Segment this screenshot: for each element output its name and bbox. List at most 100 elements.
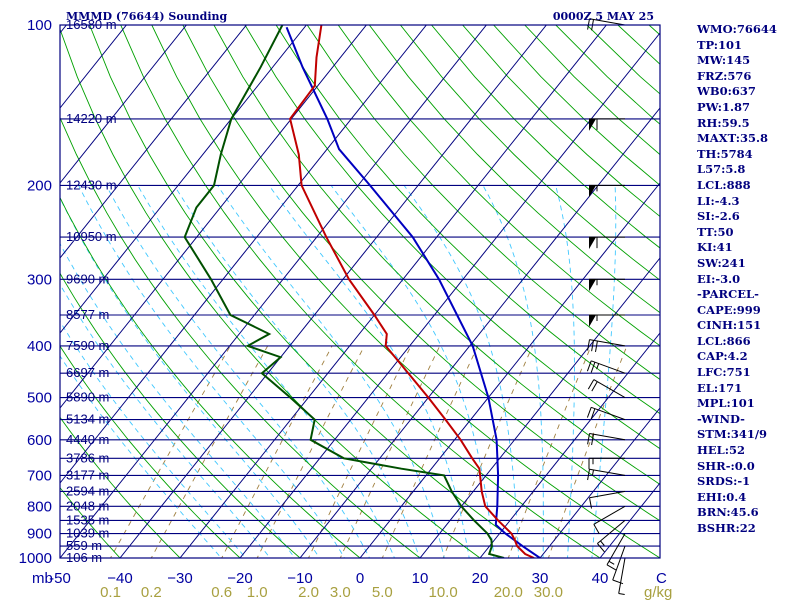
pressure-tick-label: 800	[27, 498, 52, 515]
wind-barb	[589, 118, 625, 131]
temperature-trace	[289, 25, 535, 558]
index-line: BSHR:22	[697, 521, 756, 535]
wind-barb	[586, 406, 626, 421]
isotherm-line	[179, 25, 607, 558]
moist-adiabat-line	[555, 185, 575, 558]
height-label: 1039 m	[66, 526, 109, 541]
index-line: LFC:751	[697, 365, 751, 380]
wind-barb	[589, 490, 626, 509]
index-line: MAXT:35.8	[697, 131, 768, 146]
wind-barb	[618, 557, 626, 595]
plot-frame	[59, 24, 661, 559]
wind-barb	[588, 457, 625, 470]
height-label: 2594 m	[66, 483, 109, 498]
height-label: 6697 m	[66, 365, 109, 380]
moist-adiabat-line	[60, 242, 296, 558]
isotherm-line	[60, 25, 427, 484]
moist-adiabat-line	[217, 185, 445, 558]
index-line: EHI:0.4	[697, 489, 747, 504]
mixing-ratio-line	[507, 345, 592, 558]
index-line: CAPE:999	[697, 302, 761, 317]
temperature-tick-label: −30	[167, 570, 192, 587]
temperature-tick-label: 20	[472, 570, 489, 587]
moist-adiabat-line	[174, 185, 420, 558]
height-label: 2048 m	[66, 498, 109, 513]
wind-barb	[586, 360, 626, 374]
mixing-ratio-tick-label: 3.0	[330, 584, 351, 600]
wind-barb	[612, 545, 626, 585]
mixing-ratio-tick-label: 30.0	[534, 584, 563, 600]
wind-barb	[589, 236, 625, 250]
dry-adiabat-line	[213, 25, 660, 485]
mixing-ratio-tick-label: 0.6	[211, 584, 232, 600]
index-line: CINH:151	[697, 318, 762, 333]
index-line: HEL:52	[697, 443, 745, 458]
wind-barb	[587, 468, 626, 481]
pressure-tick-label: 900	[27, 526, 52, 543]
moist-adiabat-line	[330, 185, 495, 558]
isotherm-line	[60, 25, 187, 184]
profiles	[183, 25, 541, 558]
index-line: RH:59.5	[697, 115, 750, 130]
mixing-ratio-line	[339, 345, 441, 558]
index-line: LI:-4.3	[697, 193, 740, 208]
height-label: 1535 m	[66, 512, 109, 527]
isotherm-line	[479, 332, 660, 558]
isotherm-line	[299, 107, 660, 558]
mixing-ratio-unit-label: g/kg	[644, 584, 672, 600]
mixing-ratio-tick-label: 1.0	[247, 584, 268, 600]
index-line: -WIND-	[697, 411, 745, 426]
index-line: EL:171	[697, 380, 743, 395]
temperature-tick-label: −20	[227, 570, 252, 587]
moist-adiabat-line	[268, 185, 470, 558]
isotherm-line	[419, 257, 660, 558]
isotherm-line	[539, 407, 660, 558]
pressure-unit-label: mb	[32, 570, 53, 587]
chart-title: MMMD (76644) Sounding	[66, 10, 228, 23]
height-label: 8577 m	[66, 307, 109, 322]
moist-adiabat-line	[105, 185, 370, 558]
temperature-tick-label: 40	[592, 570, 609, 587]
dewpoint-trace	[183, 25, 505, 558]
background-grid	[60, 25, 660, 558]
wind-barb	[593, 505, 626, 535]
index-line: TT:50	[697, 224, 734, 239]
isotherm-line	[239, 32, 660, 558]
pressure-tick-label: 200	[27, 177, 52, 194]
wind-barb	[587, 433, 626, 446]
isotherm-line	[60, 25, 247, 259]
parcel-trace	[285, 26, 541, 558]
mixing-ratio-line	[442, 345, 534, 558]
dry-adiabat-line	[60, 196, 361, 558]
isotherm-line	[60, 25, 367, 409]
temperature-tick-label: −40	[107, 570, 132, 587]
pressure-tick-label: 1000	[19, 550, 52, 567]
index-line: SI:-2.6	[697, 209, 740, 224]
pressure-tick-label: 300	[27, 271, 52, 288]
wind-barb	[587, 379, 626, 399]
index-line: EI:-3.0	[697, 271, 741, 286]
mixing-ratio-tick-label: 10.0	[428, 584, 457, 600]
isotherm-line	[119, 25, 547, 558]
isotherm-line	[60, 25, 487, 558]
index-line: BRN:45.6	[697, 505, 759, 520]
mixing-ratio-line	[381, 345, 479, 558]
index-line: SW:241	[697, 255, 746, 270]
mixing-ratio-line	[221, 345, 333, 558]
height-label: 106 m	[66, 550, 102, 565]
temperature-tick-label: 30	[532, 570, 549, 587]
height-label: 3786 m	[66, 450, 109, 465]
mixing-ratio-tick-label: 0.1	[100, 584, 121, 600]
x-axis-unit-label: C	[656, 570, 667, 587]
mixing-ratio-tick-label: 0.2	[141, 584, 162, 600]
moist-adiabat-line	[137, 185, 395, 558]
isotherms	[60, 25, 660, 558]
isobars	[60, 25, 660, 558]
sounding-indices-panel: WMO:76644 TP:101 MW:145 FRZ:576 WB0:637 PW:1.…	[697, 22, 800, 537]
dry-adiabat-line	[151, 25, 660, 558]
height-label: 12430 m	[66, 177, 117, 192]
height-label: 559 m	[66, 538, 102, 553]
temperature-tick-label: 0	[356, 570, 364, 587]
index-line: WB0:637	[697, 84, 756, 99]
wind-barb	[606, 533, 626, 571]
